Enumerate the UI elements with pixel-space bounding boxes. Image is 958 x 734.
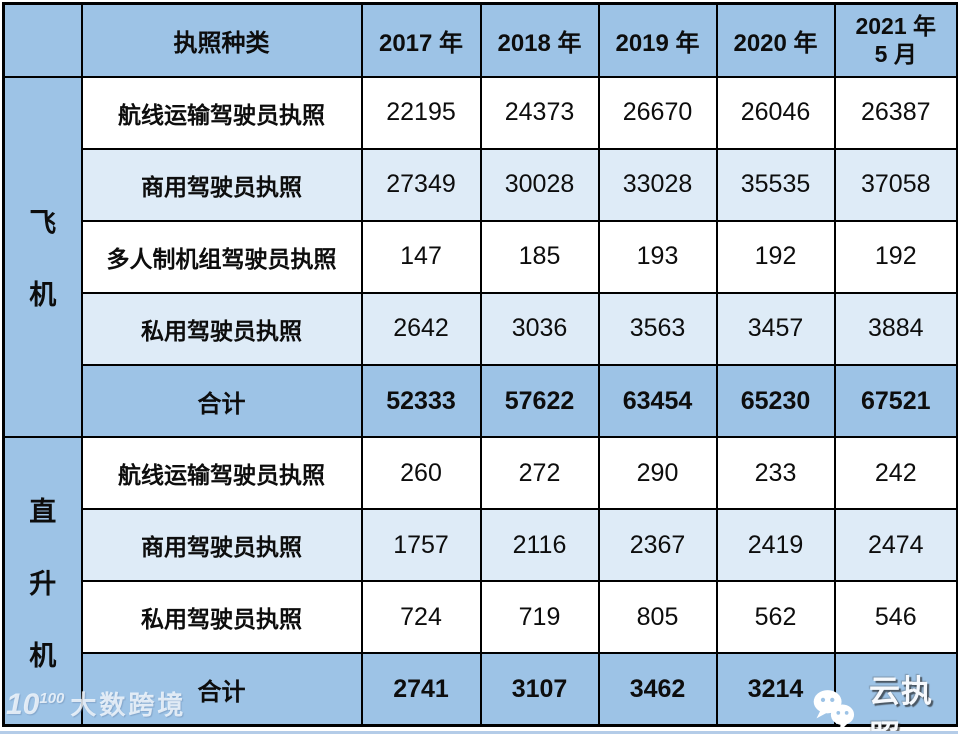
value-cell: 65230 [715,363,836,439]
group-char: 飞 [29,208,57,239]
value-cell: 57622 [479,363,600,439]
header-row: 执照种类 2017 年 2018 年 2019 年 2020 年 2021 年 … [2,2,958,78]
row-label: 航线运输驾驶员执照 [80,75,363,150]
row-label-total: 合计 [80,363,363,439]
value-cell: 30028 [479,147,600,222]
value-cell: 3563 [597,291,718,366]
row-label: 商用驾驶员执照 [80,147,363,222]
value-cell: 2474 [833,508,958,583]
header-empty-cell [2,2,83,78]
value-cell: 192 [833,219,958,294]
value-cell: 3462 [597,652,718,727]
group-char: 机 [29,640,57,671]
value-cell: 67521 [833,363,958,439]
value-cell: 2116 [479,508,600,583]
table-row: 多人制机组驾驶员执照 147 185 193 192 192 [4,219,958,294]
value-cell: 147 [360,219,482,294]
total-row-airplane: 合计 52333 57622 63454 65230 67521 [4,363,958,439]
value-cell: 724 [360,580,482,655]
value-cell: 24373 [479,75,600,150]
group-char: 机 [29,280,57,311]
value-cell: 1757 [360,508,482,583]
value-cell: 22195 [360,75,482,150]
header-year-2021: 2021 年 5 月 [833,2,958,78]
table-row: 飞 机 航线运输驾驶员执照 22195 24373 26670 26046 26… [2,75,958,439]
value-cell: 192 [715,219,836,294]
row-label-total: 合计 [80,652,363,727]
header-year-2018: 2018 年 [479,2,600,78]
row-label: 私用驾驶员执照 [80,580,363,655]
value-cell: 26387 [833,75,958,150]
row-label: 私用驾驶员执照 [80,291,363,366]
value-cell: 546 [833,580,958,655]
value-cell: 63454 [597,363,718,439]
value-cell: 719 [479,580,600,655]
value-cell: 3884 [833,291,958,366]
value-cell: 26046 [715,75,836,150]
value-cell: 37058 [833,147,958,222]
value-cell: 2419 [715,508,836,583]
value-cell: 2741 [360,652,482,727]
total-row-helicopter: 合计 2741 3107 3462 3214 [4,652,958,727]
value-cell: 26670 [597,75,718,150]
header-year-2017: 2017 年 [360,2,482,78]
table-row: 私用驾驶员执照 724 719 805 562 546 [4,580,958,655]
value-cell: 193 [597,219,718,294]
value-cell: 35535 [715,147,836,222]
value-cell: 242 [833,436,958,511]
value-cell: 185 [479,219,600,294]
value-cell: 52333 [360,363,482,439]
value-cell: 562 [715,580,836,655]
value-cell: 3457 [715,291,836,366]
value-cell: 272 [479,436,600,511]
header-license-type: 执照种类 [80,2,363,78]
value-cell: 3107 [479,652,600,727]
group-char: 直 [29,496,57,527]
header-year-2020: 2020 年 [715,2,836,78]
value-cell: 3036 [479,291,600,366]
table-row: 私用驾驶员执照 2642 3036 3563 3457 3884 [4,291,958,366]
row-label: 多人制机组驾驶员执照 [80,219,363,294]
value-cell: 233 [715,436,836,511]
value-cell-obscured [833,652,958,727]
group-char: 升 [29,568,57,599]
group-cell-helicopter: 直 升 机 [2,436,83,727]
value-cell: 805 [597,580,718,655]
value-cell: 260 [360,436,482,511]
value-cell: 2367 [597,508,718,583]
table-row: 商用驾驶员执照 1757 2116 2367 2419 2474 [4,508,958,583]
value-cell: 2642 [360,291,482,366]
header-year-2019: 2019 年 [597,2,718,78]
table-row: 直 升 机 航线运输驾驶员执照 260 272 290 233 242 [2,436,958,727]
header-year-2021-line2: 5 月 [874,41,917,68]
group-cell-airplane: 飞 机 [2,75,83,439]
table-row: 商用驾驶员执照 27349 30028 33028 35535 37058 [4,147,958,222]
header-year-2021-line1: 2021 年 [855,12,937,39]
value-cell: 3214 [715,652,836,727]
value-cell: 33028 [597,147,718,222]
row-label: 航线运输驾驶员执照 [80,436,363,511]
value-cell: 290 [597,436,718,511]
value-cell: 27349 [360,147,482,222]
row-label: 商用驾驶员执照 [80,508,363,583]
bottom-edge-strip [0,731,958,734]
